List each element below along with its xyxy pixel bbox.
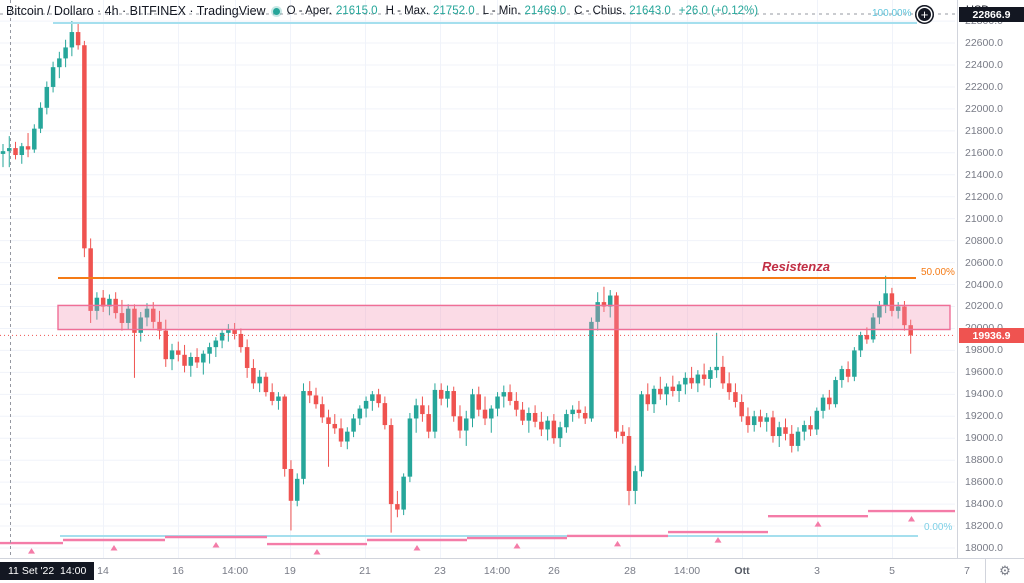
fib-0-label: 0.00% xyxy=(924,522,953,533)
resistance-zone xyxy=(57,304,951,331)
up-triangle-marker xyxy=(313,549,321,555)
symbol-title[interactable]: Bitcoin / Dollaro · 4h · BITFINEX · Trad… xyxy=(6,4,266,18)
price-tick-label: 21200.0 xyxy=(965,190,1003,203)
price-tick-label: 19600.0 xyxy=(965,366,1003,379)
resistenza-annotation[interactable]: Resistenza xyxy=(762,259,830,274)
price-axis[interactable]: USD ▾ 18000.018200.018400.018600.018800.… xyxy=(957,0,1024,558)
price-tick-label: 21600.0 xyxy=(965,146,1003,159)
price-tick-label: 19400.0 xyxy=(965,388,1003,401)
time-tick-label: 14:00 xyxy=(673,565,701,577)
time-tick-label: 21 xyxy=(359,565,371,577)
fib-100-label: 100.00% xyxy=(872,8,912,19)
symbol-legend: Bitcoin / Dollaro · 4h · BITFINEX · Trad… xyxy=(6,4,758,18)
market-status-icon xyxy=(272,7,280,15)
price-tick-label: 19200.0 xyxy=(965,410,1003,423)
time-tick-label: Ott xyxy=(734,565,750,577)
add-alert-plus-icon[interactable]: + xyxy=(915,5,934,24)
up-triangle-marker xyxy=(212,542,220,548)
time-tick-label: 3 xyxy=(814,565,820,577)
fib-50-label: 50.00% xyxy=(921,267,955,278)
price-tick-label: 19800.0 xyxy=(965,344,1003,357)
time-tick-label: 28 xyxy=(624,565,636,577)
price-tick-label: 19000.0 xyxy=(965,432,1003,445)
close-value: 21643.0 xyxy=(629,5,671,17)
time-tick-label: 7 xyxy=(964,565,970,577)
price-tick-label: 21400.0 xyxy=(965,168,1003,181)
price-tick-label: 21800.0 xyxy=(965,124,1003,137)
time-tick-label: 23 xyxy=(434,565,446,577)
up-triangle-marker xyxy=(714,537,722,543)
price-tick-label: 22400.0 xyxy=(965,58,1003,71)
ohlc-legend: O - Aper. 21615.0 H - Max. 21752.0 L - M… xyxy=(287,5,758,17)
time-tick-label: 14 xyxy=(97,565,109,577)
price-tick-label: 20600.0 xyxy=(965,256,1003,269)
change-value: +26.0 (+0.12%) xyxy=(678,5,759,17)
price-tick-label: 20800.0 xyxy=(965,234,1003,247)
support-steps xyxy=(0,509,955,555)
price-tick-label: 18000.0 xyxy=(965,542,1003,554)
up-triangle-marker xyxy=(28,548,35,554)
chart-plot-area[interactable]: Bitcoin / Dollaro · 4h · BITFINEX · Trad… xyxy=(0,0,957,558)
up-triangle-marker xyxy=(908,516,915,522)
high-value: 21752.0 xyxy=(433,5,475,17)
candlestick-chart[interactable] xyxy=(0,0,957,558)
open-label: O - Aper. xyxy=(286,5,332,17)
price-tick-label: 22000.0 xyxy=(965,102,1003,115)
high-label: H - Max. xyxy=(385,5,430,17)
time-tick-label: 19 xyxy=(284,565,296,577)
open-value: 21615.0 xyxy=(335,5,378,17)
time-tick-label: 14:00 xyxy=(221,565,249,577)
crosshair-time-badge: 11 Set '22 14:00 xyxy=(0,562,95,580)
grid-lines xyxy=(0,0,955,558)
price-tick-label: 22600.0 xyxy=(965,37,1003,50)
last-price-badge: 19936.9 xyxy=(959,328,1024,344)
time-axis[interactable]: 14 16 14:00 19 21 23 14:00 26 28 14:00 Ott 3 5 7 11 S… xyxy=(0,558,985,583)
price-tick-label: 18600.0 xyxy=(965,476,1003,489)
up-triangle-marker xyxy=(413,544,421,551)
time-tick-label: 14:00 xyxy=(483,565,511,577)
price-tick-label: 20200.0 xyxy=(965,300,1003,313)
price-tick-label: 22200.0 xyxy=(965,80,1003,93)
up-triangle-marker xyxy=(814,521,822,527)
price-tick-label: 18400.0 xyxy=(965,498,1003,511)
price-tick-label: 18800.0 xyxy=(965,454,1003,467)
price-tick-label: 18200.0 xyxy=(965,520,1003,533)
close-label: C - Chius. xyxy=(574,5,626,17)
low-value: 21469.0 xyxy=(524,5,567,17)
settings-gear-icon[interactable]: ⚙ xyxy=(985,558,1024,583)
fib-high-price-badge: 22866.9 xyxy=(959,7,1024,23)
time-tick-label: 26 xyxy=(548,565,560,577)
up-triangle-marker xyxy=(614,540,621,547)
price-tick-label: 21000.0 xyxy=(965,212,1003,225)
fib-levels xyxy=(0,13,955,538)
candles-layer xyxy=(0,21,913,533)
low-label: L - Min. xyxy=(482,5,521,17)
up-triangle-marker xyxy=(110,544,118,551)
time-tick-label: 16 xyxy=(172,565,184,577)
price-tick-label: 20400.0 xyxy=(965,278,1003,291)
time-tick-label: 5 xyxy=(889,565,895,577)
up-triangle-marker xyxy=(513,543,521,549)
